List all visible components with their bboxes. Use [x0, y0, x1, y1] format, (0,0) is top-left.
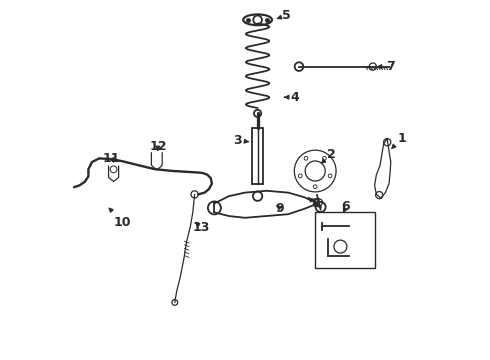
Text: 6: 6	[342, 201, 350, 213]
Text: 3: 3	[234, 134, 248, 147]
Bar	[315, 212, 374, 268]
Text: 1: 1	[392, 132, 406, 148]
Text: 2: 2	[321, 148, 336, 163]
Text: 13: 13	[193, 221, 210, 234]
Text: 7: 7	[378, 60, 395, 73]
Text: 9: 9	[275, 202, 284, 215]
Text: 8: 8	[308, 197, 319, 210]
Bar	[252, 128, 263, 184]
Text: 11: 11	[103, 152, 121, 165]
Text: 10: 10	[109, 208, 131, 229]
Text: 5: 5	[277, 9, 291, 22]
Text: 12: 12	[149, 140, 167, 153]
Text: 4: 4	[285, 91, 299, 104]
